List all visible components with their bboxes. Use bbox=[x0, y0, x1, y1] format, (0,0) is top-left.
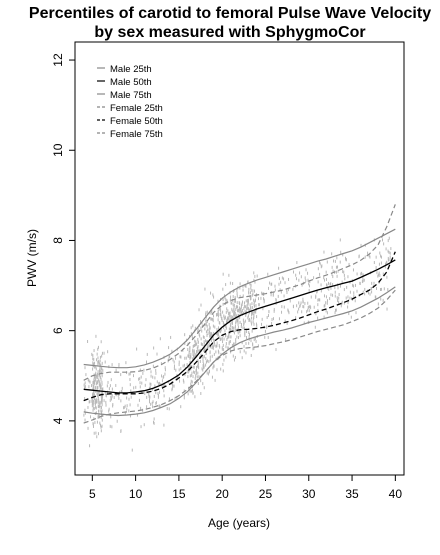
chart-subtitle: by sex measured with SphygmoCor bbox=[94, 24, 365, 41]
y-axis-label: PWV (m/s) bbox=[25, 229, 39, 287]
series-line bbox=[83, 228, 396, 369]
legend-label: Male 25th bbox=[110, 64, 152, 75]
x-tick-label: 10 bbox=[129, 487, 143, 501]
x-tick-label: 5 bbox=[89, 487, 96, 501]
series-line bbox=[83, 259, 396, 394]
legend: Male 25th Male 50th Male 75th Female 25th Fe… bbox=[97, 64, 163, 140]
x-tick-label: 20 bbox=[216, 487, 230, 501]
x-tick-label: 40 bbox=[389, 487, 403, 501]
chart-title: Percentiles of carotid to femoral Pulse … bbox=[29, 5, 431, 22]
x-tick-label: 30 bbox=[302, 487, 316, 501]
legend-label: Female 25th bbox=[110, 103, 163, 114]
y-tick-label: 10 bbox=[51, 143, 65, 157]
legend-label: Female 50th bbox=[110, 116, 163, 127]
x-axis-label: Age (years) bbox=[208, 516, 270, 530]
series-line bbox=[83, 251, 396, 402]
x-axis: 5 10 15 20 25 30 35 40 bbox=[89, 475, 402, 501]
legend-label: Male 50th bbox=[110, 77, 152, 88]
legend-label: Female 75th bbox=[110, 129, 163, 140]
series-line bbox=[83, 204, 396, 381]
x-tick-label: 15 bbox=[172, 487, 186, 501]
legend-label: Male 75th bbox=[110, 90, 152, 101]
series-line bbox=[83, 286, 396, 417]
series-line bbox=[83, 289, 396, 424]
y-tick-label: 6 bbox=[51, 327, 65, 334]
y-tick-label: 4 bbox=[51, 417, 65, 424]
y-axis: 4 6 8 10 12 bbox=[51, 53, 75, 424]
x-tick-label: 35 bbox=[345, 487, 359, 501]
y-tick-label: 8 bbox=[51, 237, 65, 244]
x-tick-label: 25 bbox=[259, 487, 273, 501]
y-tick-label: 12 bbox=[51, 53, 65, 67]
plot-frame bbox=[74, 41, 405, 476]
percentile-lines bbox=[83, 204, 396, 424]
